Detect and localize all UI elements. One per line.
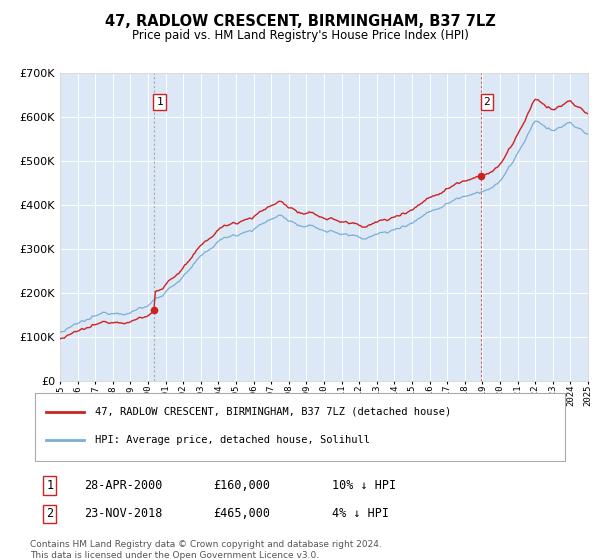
Text: Price paid vs. HM Land Registry's House Price Index (HPI): Price paid vs. HM Land Registry's House … xyxy=(131,29,469,42)
Text: Contains HM Land Registry data © Crown copyright and database right 2024.: Contains HM Land Registry data © Crown c… xyxy=(30,540,382,549)
Text: 28-APR-2000: 28-APR-2000 xyxy=(84,479,163,492)
Text: 47, RADLOW CRESCENT, BIRMINGHAM, B37 7LZ (detached house): 47, RADLOW CRESCENT, BIRMINGHAM, B37 7LZ… xyxy=(95,407,451,417)
Text: HPI: Average price, detached house, Solihull: HPI: Average price, detached house, Soli… xyxy=(95,435,370,445)
Text: £160,000: £160,000 xyxy=(214,479,271,492)
Text: 4% ↓ HPI: 4% ↓ HPI xyxy=(332,507,389,520)
Text: This data is licensed under the Open Government Licence v3.0.: This data is licensed under the Open Gov… xyxy=(30,551,319,560)
FancyBboxPatch shape xyxy=(35,393,565,460)
Text: 2: 2 xyxy=(483,97,490,107)
Text: 47, RADLOW CRESCENT, BIRMINGHAM, B37 7LZ: 47, RADLOW CRESCENT, BIRMINGHAM, B37 7LZ xyxy=(104,14,496,29)
Text: 2: 2 xyxy=(46,507,53,520)
Text: 23-NOV-2018: 23-NOV-2018 xyxy=(84,507,163,520)
Text: 1: 1 xyxy=(156,97,163,107)
Text: £465,000: £465,000 xyxy=(214,507,271,520)
Text: 1: 1 xyxy=(46,479,53,492)
Text: 10% ↓ HPI: 10% ↓ HPI xyxy=(332,479,397,492)
